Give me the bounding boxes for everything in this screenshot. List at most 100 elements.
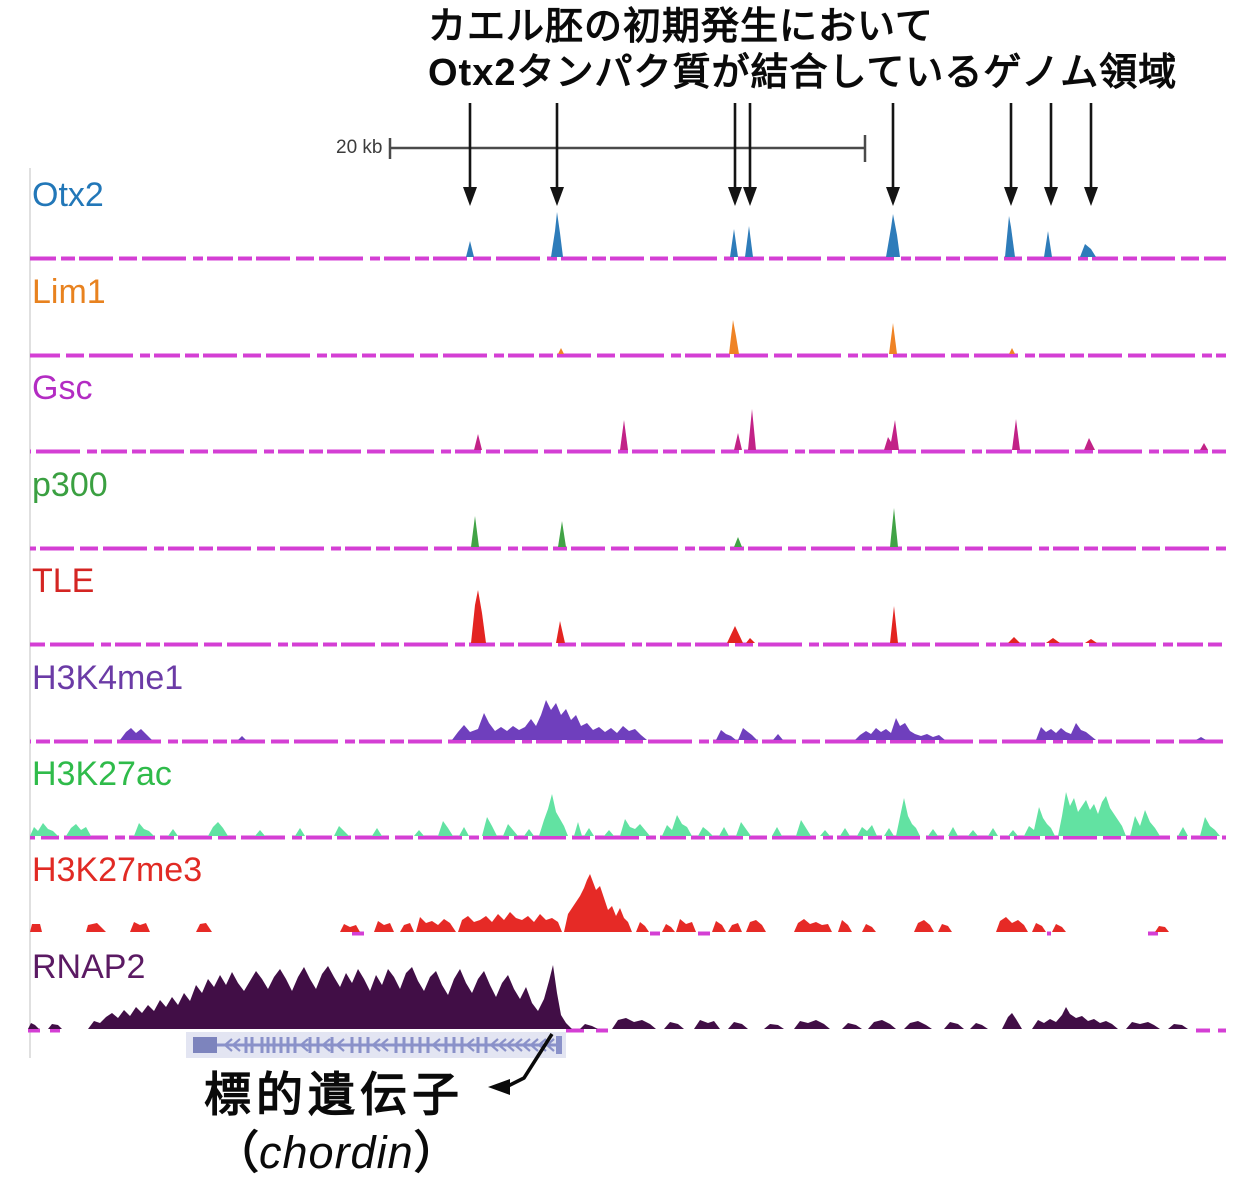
- peak-rnap2-15: [1002, 1013, 1022, 1029]
- gene-end-box: [556, 1036, 562, 1054]
- figure-title-line2: Otx2タンパク質が結合しているゲノム領域: [428, 52, 1178, 95]
- peak-h3k27me3-7: [416, 917, 456, 932]
- peak-h3k27ac-35: [1008, 830, 1018, 836]
- peak-gsc-1: [620, 420, 628, 450]
- gene-strand-chevron-12: [513, 1038, 523, 1052]
- track-label-h3k27me3: H3K27me3: [32, 851, 203, 889]
- peak-h3k27me3-23: [1052, 924, 1066, 932]
- peak-h3k27ac-28: [857, 825, 877, 836]
- peak-gsc-0: [474, 434, 482, 450]
- peak-h3k4me1-4: [738, 728, 757, 740]
- track-label-lim1: Lim1: [32, 273, 106, 311]
- gene-strand-chevron-13: [521, 1038, 531, 1052]
- peak-tle-5: [1008, 637, 1020, 643]
- peak-h3k27ac-18: [604, 830, 614, 836]
- peak-h3k27me3-15: [746, 920, 766, 932]
- peak-h3k27me3-0: [30, 924, 42, 932]
- peak-h3k27ac-24: [772, 827, 782, 836]
- target-gene-name: （chordin）: [214, 1116, 459, 1181]
- peak-h3k27me3-13: [712, 921, 726, 932]
- gene-start-box: [193, 1037, 217, 1053]
- peak-rnap2-8: [764, 1024, 784, 1029]
- gene-strand-chevron-5: [371, 1038, 381, 1052]
- peak-h3k27ac-16: [574, 822, 582, 836]
- binding-site-arrowhead-3: [728, 187, 742, 206]
- peak-h3k27ac-6: [295, 828, 305, 836]
- peak-h3k27ac-36: [1024, 807, 1055, 836]
- peak-rnap2-18: [1168, 1024, 1188, 1029]
- peak-h3k27me3-10: [636, 922, 649, 932]
- peak-rnap2-9: [794, 1020, 830, 1029]
- peak-h3k4me1-8: [1196, 737, 1206, 740]
- peak-rnap2-13: [944, 1022, 964, 1029]
- figure-title-line1: カエル胚の初期発生において: [428, 6, 934, 48]
- peak-h3k27me3-16: [794, 919, 832, 932]
- track-label-otx2: Otx2: [32, 176, 104, 214]
- peak-lim1-3: [1009, 348, 1015, 354]
- peak-h3k27me3-1: [86, 923, 106, 932]
- peak-otx2-7: [1080, 244, 1096, 257]
- peak-otx2-4: [886, 214, 900, 257]
- peak-rnap2-7: [728, 1022, 748, 1029]
- target-gene-label: 標的遺伝子: [204, 1068, 464, 1121]
- peak-h3k27me3-2: [130, 922, 150, 932]
- track-label-h3k4me1: H3K4me1: [32, 659, 184, 697]
- peak-h3k4me1-1: [238, 736, 246, 740]
- peak-h3k27ac-2: [134, 823, 154, 836]
- peak-h3k27me3-3: [196, 923, 212, 932]
- peak-h3k4me1-7: [1036, 723, 1096, 740]
- peak-h3k27ac-22: [719, 827, 729, 836]
- peak-tle-6: [1046, 638, 1060, 643]
- peak-tle-0: [471, 590, 486, 643]
- peak-p300-1: [558, 521, 566, 547]
- peak-h3k27ac-39: [1178, 827, 1188, 836]
- peak-rnap2-10: [842, 1023, 862, 1029]
- peak-h3k4me1-3: [716, 730, 736, 740]
- peak-otx2-1: [551, 212, 563, 257]
- gene-strand-chevron-0: [223, 1038, 233, 1052]
- peak-h3k27me3-5: [374, 921, 394, 932]
- peak-h3k4me1-5: [773, 734, 783, 740]
- peak-otx2-6: [1044, 231, 1052, 257]
- peak-rnap2-2: [88, 965, 572, 1029]
- peak-rnap2-11: [868, 1020, 896, 1029]
- peak-otx2-2: [730, 229, 738, 257]
- binding-site-arrowhead-6: [1004, 187, 1018, 206]
- track-label-p300: p300: [32, 466, 108, 504]
- peak-h3k27ac-15: [539, 794, 568, 836]
- peak-h3k27ac-3: [168, 829, 178, 836]
- peak-h3k27ac-9: [414, 830, 424, 836]
- peak-h3k27ac-5: [255, 830, 265, 836]
- peak-rnap2-12: [904, 1021, 932, 1029]
- peak-rnap2-4: [612, 1018, 656, 1029]
- peak-gsc-7: [1200, 443, 1208, 450]
- peak-h3k27me3-19: [914, 920, 934, 932]
- peak-h3k4me1-6: [855, 718, 945, 740]
- peak-tle-2: [727, 626, 743, 643]
- peak-h3k27ac-21: [698, 827, 713, 836]
- peak-h3k27ac-27: [840, 828, 850, 836]
- peak-rnap2-1: [48, 1024, 62, 1029]
- peak-h3k27ac-17: [584, 828, 594, 836]
- peak-h3k27ac-11: [459, 827, 469, 836]
- peak-p300-0: [471, 516, 479, 547]
- gene-name-italic: chordin: [259, 1127, 414, 1178]
- gene-strand-chevron-1: [231, 1038, 241, 1052]
- peak-h3k27ac-8: [372, 828, 382, 836]
- peak-p300-2: [734, 537, 742, 547]
- peak-h3k27me3-11: [662, 924, 675, 932]
- track-label-tle: TLE: [32, 562, 95, 600]
- peak-h3k27ac-0: [30, 823, 58, 836]
- peak-h3k27me3-22: [1032, 923, 1046, 932]
- peak-h3k27ac-12: [482, 817, 497, 836]
- peak-h3k27me3-4: [340, 924, 360, 932]
- peak-h3k27ac-32: [948, 827, 958, 836]
- figure-title: カエル胚の初期発生において Otx2タンパク質が結合しているゲノム領域: [428, 4, 1177, 97]
- peak-tle-1: [556, 621, 565, 643]
- gene-strand-chevron-7: [431, 1038, 441, 1052]
- peak-h3k27ac-10: [438, 821, 453, 836]
- peak-h3k27me3-6: [400, 923, 414, 932]
- gene-strand-chevron-11: [505, 1038, 515, 1052]
- gene-strand-chevron-4: [335, 1038, 345, 1052]
